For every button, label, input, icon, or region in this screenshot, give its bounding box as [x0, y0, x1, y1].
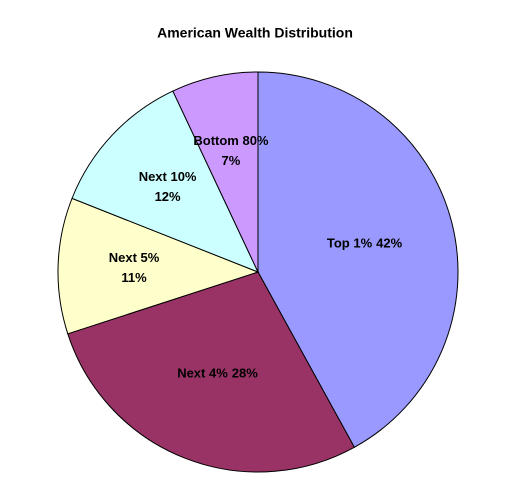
slice-label: Top 1% 42% [327, 236, 403, 251]
pie-slice [67, 271, 356, 473]
slice-category: Next 4% [177, 366, 228, 381]
slice-category: Next 5% [109, 251, 160, 266]
slice-label: Bottom 80% 7% [193, 133, 269, 168]
pie-slice [71, 90, 259, 273]
slice-category: Bottom 80% [193, 133, 269, 148]
slice-category: Top 1% [327, 236, 373, 251]
slice-label: Next 4% 28% [177, 366, 258, 381]
slice-category: Next 10% [139, 170, 197, 185]
slice-value: 12% [155, 190, 181, 205]
chart-title: American Wealth Distribution [157, 25, 353, 41]
pie-slice [57, 197, 260, 335]
pie-slice [257, 71, 459, 448]
slice-value: 42% [376, 236, 402, 251]
slice-label: Next 10% 12% [139, 170, 197, 205]
slice-value: 7% [222, 153, 241, 168]
pie-slice [172, 71, 259, 273]
slice-value: 11% [121, 271, 147, 286]
slice-label: Next 5% 11% [109, 251, 160, 286]
slice-value: 28% [232, 366, 258, 381]
